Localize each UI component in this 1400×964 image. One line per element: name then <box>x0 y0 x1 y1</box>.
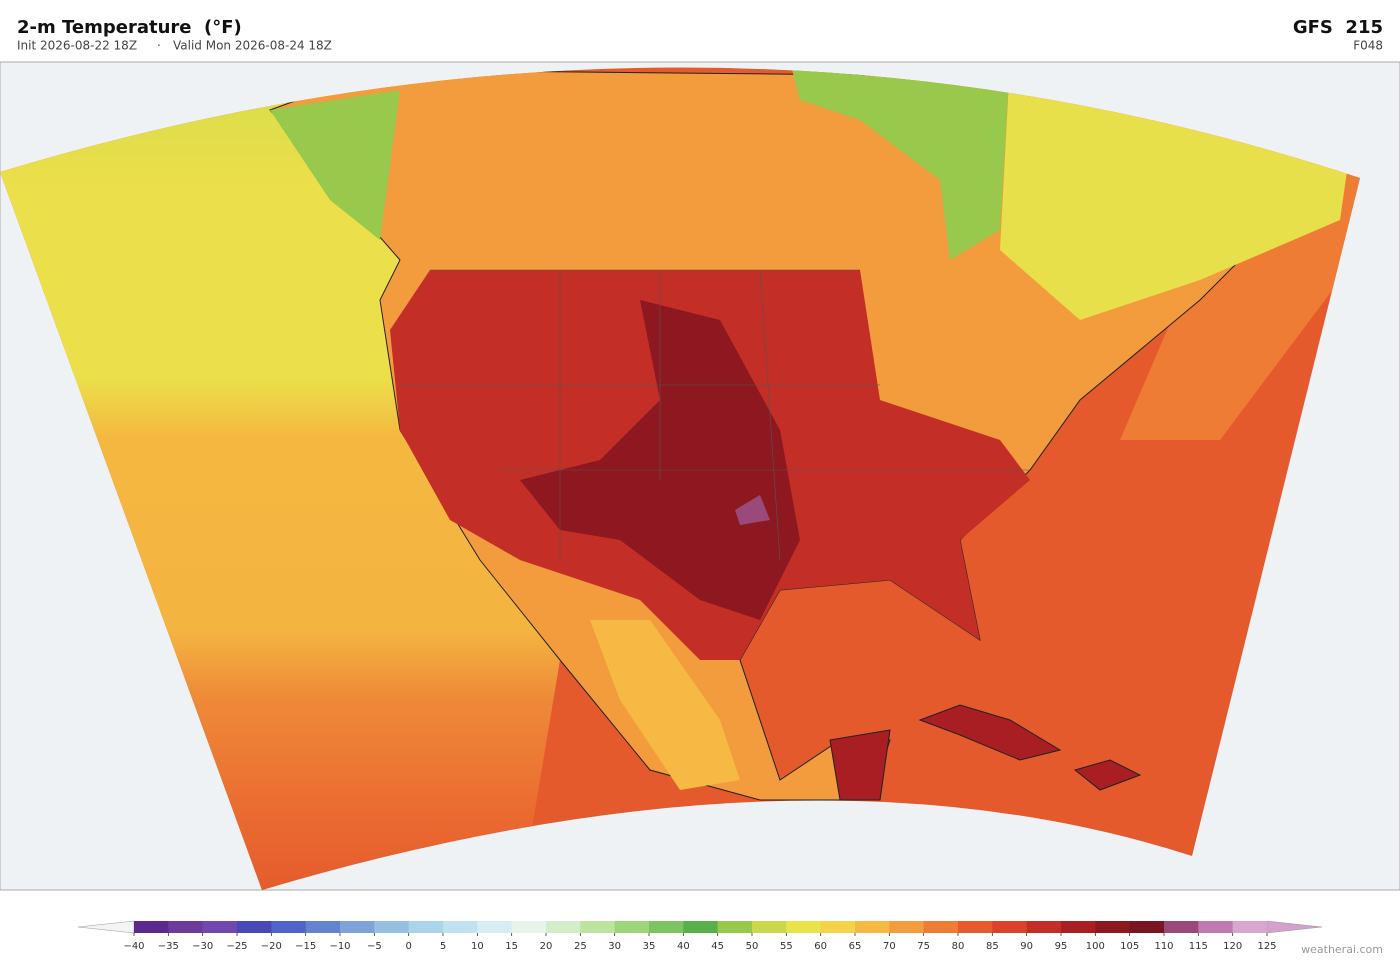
colorbar-bin <box>443 921 478 933</box>
colorbar-tick-label: 125 <box>1257 941 1276 952</box>
colorbar-tick-label: 25 <box>574 941 587 952</box>
colorbar-tick-label: 115 <box>1189 941 1208 952</box>
colorbar-tick-label: 100 <box>1086 941 1105 952</box>
colorbar-tick-label: −10 <box>329 941 350 952</box>
colorbar-tick-label: 60 <box>814 941 827 952</box>
colorbar-bin <box>134 921 169 933</box>
colorbar-bin <box>1198 921 1233 933</box>
valid-time: Valid Mon 2026-08-24 18Z <box>173 39 332 53</box>
colorbar-bin <box>752 921 787 933</box>
colorbar-bin <box>374 921 409 933</box>
colorbar-bin <box>511 921 547 933</box>
colorbar-tick-label: 110 <box>1154 941 1173 952</box>
colorbar: −40 −35 −30 −25 −20 −15 −10 −5 0 5 10 15 20 25 30 35 40 4… <box>77 920 1323 952</box>
colorbar-tick-label: −20 <box>261 941 282 952</box>
colorbar-tick-label: 5 <box>440 941 446 952</box>
yucatan <box>829 729 891 801</box>
colorbar-bin <box>1232 921 1268 933</box>
heat-peak <box>735 495 770 525</box>
colorbar-bin <box>340 921 375 933</box>
colorbar-bin <box>717 921 753 933</box>
colorbar-tick-label: −15 <box>295 941 316 952</box>
colorbar-tick-label: −35 <box>158 941 179 952</box>
colorbar-bin <box>683 921 718 933</box>
colorbar-bin <box>408 921 444 933</box>
colorbar-under <box>77 920 135 934</box>
colorbar-tick-label: −25 <box>226 941 247 952</box>
colorbar-tick-label: 35 <box>643 941 656 952</box>
colorbar-tick-label: −30 <box>192 941 213 952</box>
colorbar-tick-label: 15 <box>505 941 518 952</box>
colorbar-bin <box>786 921 821 933</box>
watermark: weatherai.com <box>1301 943 1383 956</box>
colorbar-tick-label: 20 <box>540 941 553 952</box>
colorbar-bin <box>614 921 650 933</box>
colorbar-over <box>1266 920 1323 934</box>
colorbar-tick-label: 10 <box>471 941 484 952</box>
colorbar-tick-label: 0 <box>405 941 411 952</box>
colorbar-bin <box>477 921 512 933</box>
forecast-hour: F048 <box>1353 39 1383 53</box>
colorbar-tick-label: 50 <box>746 941 759 952</box>
colorbar-tick-label: 65 <box>849 941 862 952</box>
colorbar-bin <box>168 921 203 933</box>
init-time: Init 2026-08-22 18Z <box>17 39 137 53</box>
colorbar-bin <box>992 921 1027 933</box>
colorbar-bin <box>237 921 272 933</box>
coast-range <box>270 90 400 240</box>
colorbar-bin <box>546 921 581 933</box>
colorbar-bin <box>202 921 238 933</box>
colorbar-tick-label: 90 <box>1020 941 1033 952</box>
title: 2-m Temperature (°F) <box>17 17 242 38</box>
colorbar-tick-label: 95 <box>1055 941 1068 952</box>
colorbar-bin <box>1095 921 1130 933</box>
model: GFS 215 <box>1293 17 1383 38</box>
colorbar-tick-label: 30 <box>608 941 621 952</box>
colorbar-bin <box>580 921 615 933</box>
colorbar-bin <box>1129 921 1165 933</box>
colorbar-bin <box>305 921 341 933</box>
colorbar-tick-label: 45 <box>711 941 724 952</box>
colorbar-tick-label: 40 <box>677 941 690 952</box>
colorbar-bin <box>1164 921 1199 933</box>
colorbar-bin <box>855 921 890 933</box>
separator: · <box>157 39 161 53</box>
colorbar-bin <box>958 921 993 933</box>
colorbar-tick-label: 70 <box>883 941 896 952</box>
colorbar-bin <box>271 921 306 933</box>
colorbar-bin <box>649 921 684 933</box>
cuba <box>918 704 1062 761</box>
map <box>0 61 1400 891</box>
colorbar-bin <box>1026 921 1062 933</box>
colorbar-tick-label: 80 <box>952 941 965 952</box>
colorbar-bin <box>889 921 924 933</box>
colorbar-bin <box>1061 921 1096 933</box>
hispaniola <box>1073 759 1142 791</box>
colorbar-tick-label: 120 <box>1223 941 1242 952</box>
colorbar-tick-label: −40 <box>123 941 144 952</box>
colorbar-bin <box>923 921 959 933</box>
colorbar-tick-label: −5 <box>367 941 382 952</box>
borders <box>400 269 1030 561</box>
colorbar-bin <box>820 921 856 933</box>
colorbar-tick-label: 85 <box>986 941 999 952</box>
hudson-bay <box>790 67 1010 260</box>
colorbar-tick-label: 55 <box>780 941 793 952</box>
mexican-plateau <box>590 620 740 790</box>
colorbar-tick-label: 105 <box>1120 941 1139 952</box>
colorbar-tick-label: 75 <box>917 941 930 952</box>
